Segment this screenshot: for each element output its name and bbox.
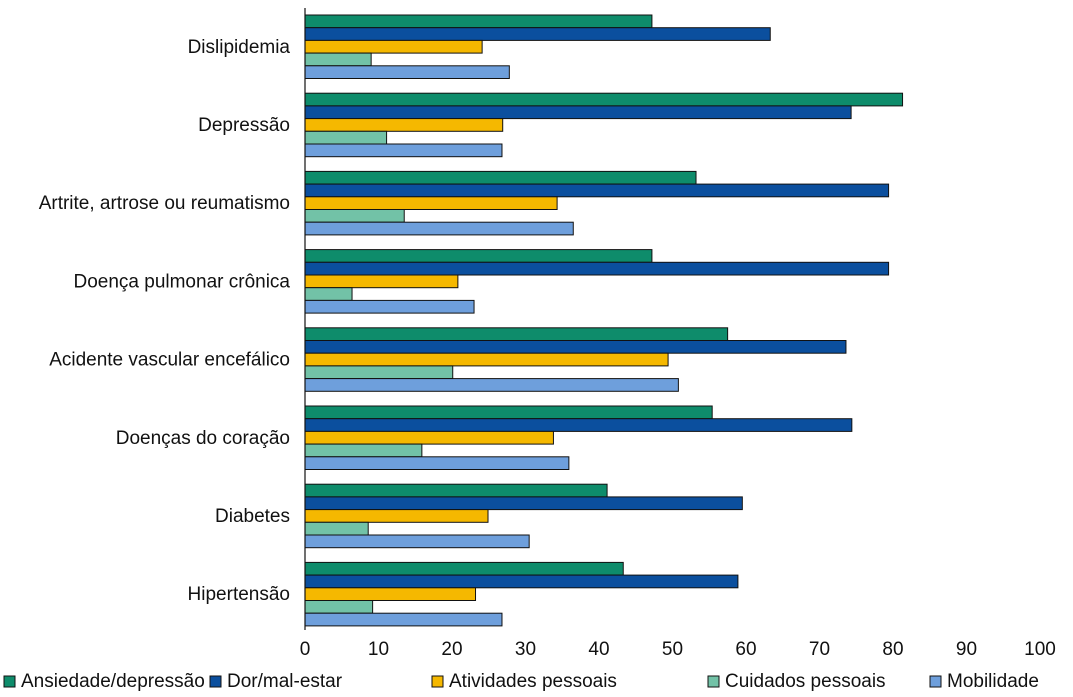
legend-swatch-atividades-pessoais [431, 675, 444, 688]
bar-hipertensao-atividades-pessoais [304, 587, 477, 601]
bars-layer [304, 14, 904, 627]
x-tick-label: 50 [662, 639, 683, 660]
bar-dislipidemia-dor-mal-estar [304, 27, 771, 41]
bar-doenca-pulmonar-cronica-dor-mal-estar [304, 261, 890, 276]
x-tick-label: 90 [956, 639, 977, 660]
x-tick-label: 80 [882, 639, 903, 660]
bar-doenca-pulmonar-cronica-ansiedade-depressao [304, 249, 653, 263]
bar-hipertensao-mobilidade [304, 612, 503, 627]
x-tick-label: 60 [735, 639, 756, 660]
category-label: Artrite, artrose ou reumatismo [39, 193, 290, 214]
category-label: Hipertensão [188, 584, 290, 605]
x-tick-label: 100 [1024, 639, 1056, 660]
legend-swatch-mobilidade [929, 675, 942, 688]
bar-hipertensao-ansiedade-depressao [304, 561, 624, 576]
category-label: Doenças do coração [116, 428, 290, 449]
bar-acidente-vascular-encefalico-dor-mal-estar [304, 340, 847, 354]
bar-diabetes-atividades-pessoais [304, 509, 489, 523]
bar-depressao-cuidados-pessoais [304, 130, 388, 145]
category-label: Diabetes [215, 506, 290, 527]
category-label: Acidente vascular encefálico [49, 350, 290, 371]
bar-diabetes-cuidados-pessoais [304, 521, 369, 536]
bar-doencas-do-coracao-dor-mal-estar [304, 418, 853, 432]
legend-label-dor-mal-estar: Dor/mal-estar [227, 671, 343, 692]
bar-doencas-do-coracao-atividades-pessoais [304, 430, 554, 445]
bar-depressao-dor-mal-estar [304, 105, 852, 120]
bar-doencas-do-coracao-ansiedade-depressao [304, 405, 713, 420]
x-tick-label: 0 [300, 639, 311, 660]
bar-doenca-pulmonar-cronica-cuidados-pessoais [304, 287, 353, 301]
bar-doencas-do-coracao-cuidados-pessoais [304, 443, 423, 458]
bar-acidente-vascular-encefalico-atividades-pessoais [304, 352, 669, 367]
bar-doencas-do-coracao-mobilidade [304, 456, 570, 470]
bar-dislipidemia-cuidados-pessoais [304, 52, 372, 67]
bar-acidente-vascular-encefalico-mobilidade [304, 378, 679, 392]
x-tick-label: 40 [588, 639, 609, 660]
bar-dislipidemia-mobilidade [304, 65, 510, 80]
legend-swatch-ansiedade-depressao [3, 675, 16, 688]
bar-artrite-artrose-ou-reumatismo-mobilidade [304, 221, 574, 236]
x-tick-labels: 0 10 20 30 40 50 60 70 80 90 100 [300, 639, 1056, 660]
x-tick-label: 10 [368, 639, 389, 660]
legend-label-mobilidade: Mobilidade [947, 671, 1039, 692]
bar-diabetes-dor-mal-estar [304, 496, 743, 511]
bar-depressao-atividades-pessoais [304, 118, 504, 132]
bar-artrite-artrose-ou-reumatismo-atividades-pessoais [304, 196, 558, 211]
bar-acidente-vascular-encefalico-cuidados-pessoais [304, 365, 454, 380]
legend: Ansiedade/depressão Dor/mal-estar Atividad… [3, 671, 1039, 692]
bar-doenca-pulmonar-cronica-atividades-pessoais [304, 274, 459, 289]
category-label: Depressão [198, 115, 290, 136]
legend-label-atividades-pessoais: Atividades pessoais [449, 671, 617, 692]
x-tick-label: 20 [441, 639, 462, 660]
legend-swatch-dor-mal-estar [209, 675, 222, 688]
bar-depressao-mobilidade [304, 143, 503, 158]
category-labels: Dislipidemia Depressão Artrite, artrose ou… [39, 37, 291, 605]
bar-dislipidemia-atividades-pessoais [304, 39, 483, 54]
bar-doenca-pulmonar-cronica-mobilidade [304, 299, 475, 314]
bar-artrite-artrose-ou-reumatismo-ansiedade-depressao [304, 170, 697, 185]
legend-label-cuidados-pessoais: Cuidados pessoais [725, 671, 886, 692]
category-label: Doença pulmonar crônica [73, 271, 290, 292]
legend-swatch-cuidados-pessoais [707, 675, 720, 688]
bar-hipertensao-dor-mal-estar [304, 574, 739, 589]
bar-depressao-ansiedade-depressao [304, 92, 904, 107]
bar-artrite-artrose-ou-reumatismo-cuidados-pessoais [304, 209, 405, 223]
bar-diabetes-ansiedade-depressao [304, 483, 608, 498]
legend-label-ansiedade-depressao: Ansiedade/depressão [21, 671, 205, 692]
x-tick-label: 70 [809, 639, 830, 660]
bar-artrite-artrose-ou-reumatismo-dor-mal-estar [304, 183, 890, 198]
category-label: Dislipidemia [188, 37, 291, 58]
bar-diabetes-mobilidade [304, 534, 530, 549]
bar-acidente-vascular-encefalico-ansiedade-depressao [304, 327, 729, 341]
bar-hipertensao-cuidados-pessoais [304, 600, 374, 614]
x-tick-label: 30 [515, 639, 536, 660]
bar-dislipidemia-ansiedade-depressao [304, 14, 653, 29]
